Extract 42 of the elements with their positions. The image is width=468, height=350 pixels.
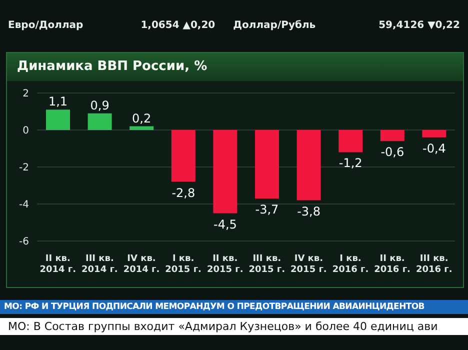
y-tick-label: -6 — [19, 236, 29, 248]
text: Доллар/Рубль — [232, 20, 317, 30]
x-tick-label: II кв. 2016 г. — [374, 254, 410, 275]
x-tick-label: III кв. 2015 г. — [248, 254, 286, 275]
chart-title: Динамика ВВП России, % — [7, 53, 463, 81]
x-tick-label: III кв. 2014 г. — [82, 254, 118, 275]
text: 1,0654 ▲0,20 — [140, 20, 216, 30]
data-label: -3,8 — [297, 204, 321, 218]
bar — [338, 130, 363, 152]
x-tick-label: II кв. 2014 г. — [40, 254, 76, 275]
data-label: 0,9 — [90, 98, 110, 112]
x-tick-label: II кв. 2015 г. — [206, 254, 244, 275]
y-tick-label: -4 — [19, 200, 29, 211]
data-label: -2,8 — [172, 186, 196, 200]
data-label: -1,2 — [338, 156, 362, 170]
data-label: 0,2 — [132, 111, 152, 126]
bar — [422, 130, 446, 138]
text: МО: РФ И ТУРЦИЯ ПОДПИСАЛИ МЕМОРАНДУМ О ПРЕДОТВРАЩЕНИИ АВИАИНЦИДЕНТОВ — [0, 300, 468, 314]
data-label: -4,5 — [213, 217, 237, 232]
bar — [380, 130, 404, 142]
x-tick-label: IV кв. 2015 г. — [290, 254, 327, 275]
data-label: 1,1 — [48, 94, 68, 109]
text: 59,4126 ▼0,22 — [378, 20, 460, 30]
x-tick-label: I кв. 2016 г. — [332, 254, 369, 275]
y-tick-label: -2 — [19, 162, 29, 174]
text: МО: В Состав группы входит «Адмирал Кузнецов» и более 40 единиц ави — [0, 318, 468, 335]
y-tick-label: 2 — [22, 88, 29, 100]
y-tick-label: 0 — [22, 126, 29, 137]
x-tick-label: I кв. 2015 г. — [165, 254, 202, 275]
x-tick-label: IV кв. 2014 г. — [123, 254, 160, 275]
bar — [130, 126, 154, 130]
bar — [296, 130, 321, 200]
bar — [171, 130, 196, 182]
bar — [213, 130, 238, 214]
text: Евро/Доллар — [8, 20, 84, 30]
x-tick-label: III кв. 2016 г. — [416, 254, 452, 275]
bar — [255, 130, 279, 198]
data-label: -3,7 — [255, 202, 279, 216]
bar — [88, 113, 112, 130]
bar — [46, 110, 70, 130]
data-label: -0,6 — [380, 145, 404, 160]
data-label: -0,4 — [422, 141, 446, 156]
